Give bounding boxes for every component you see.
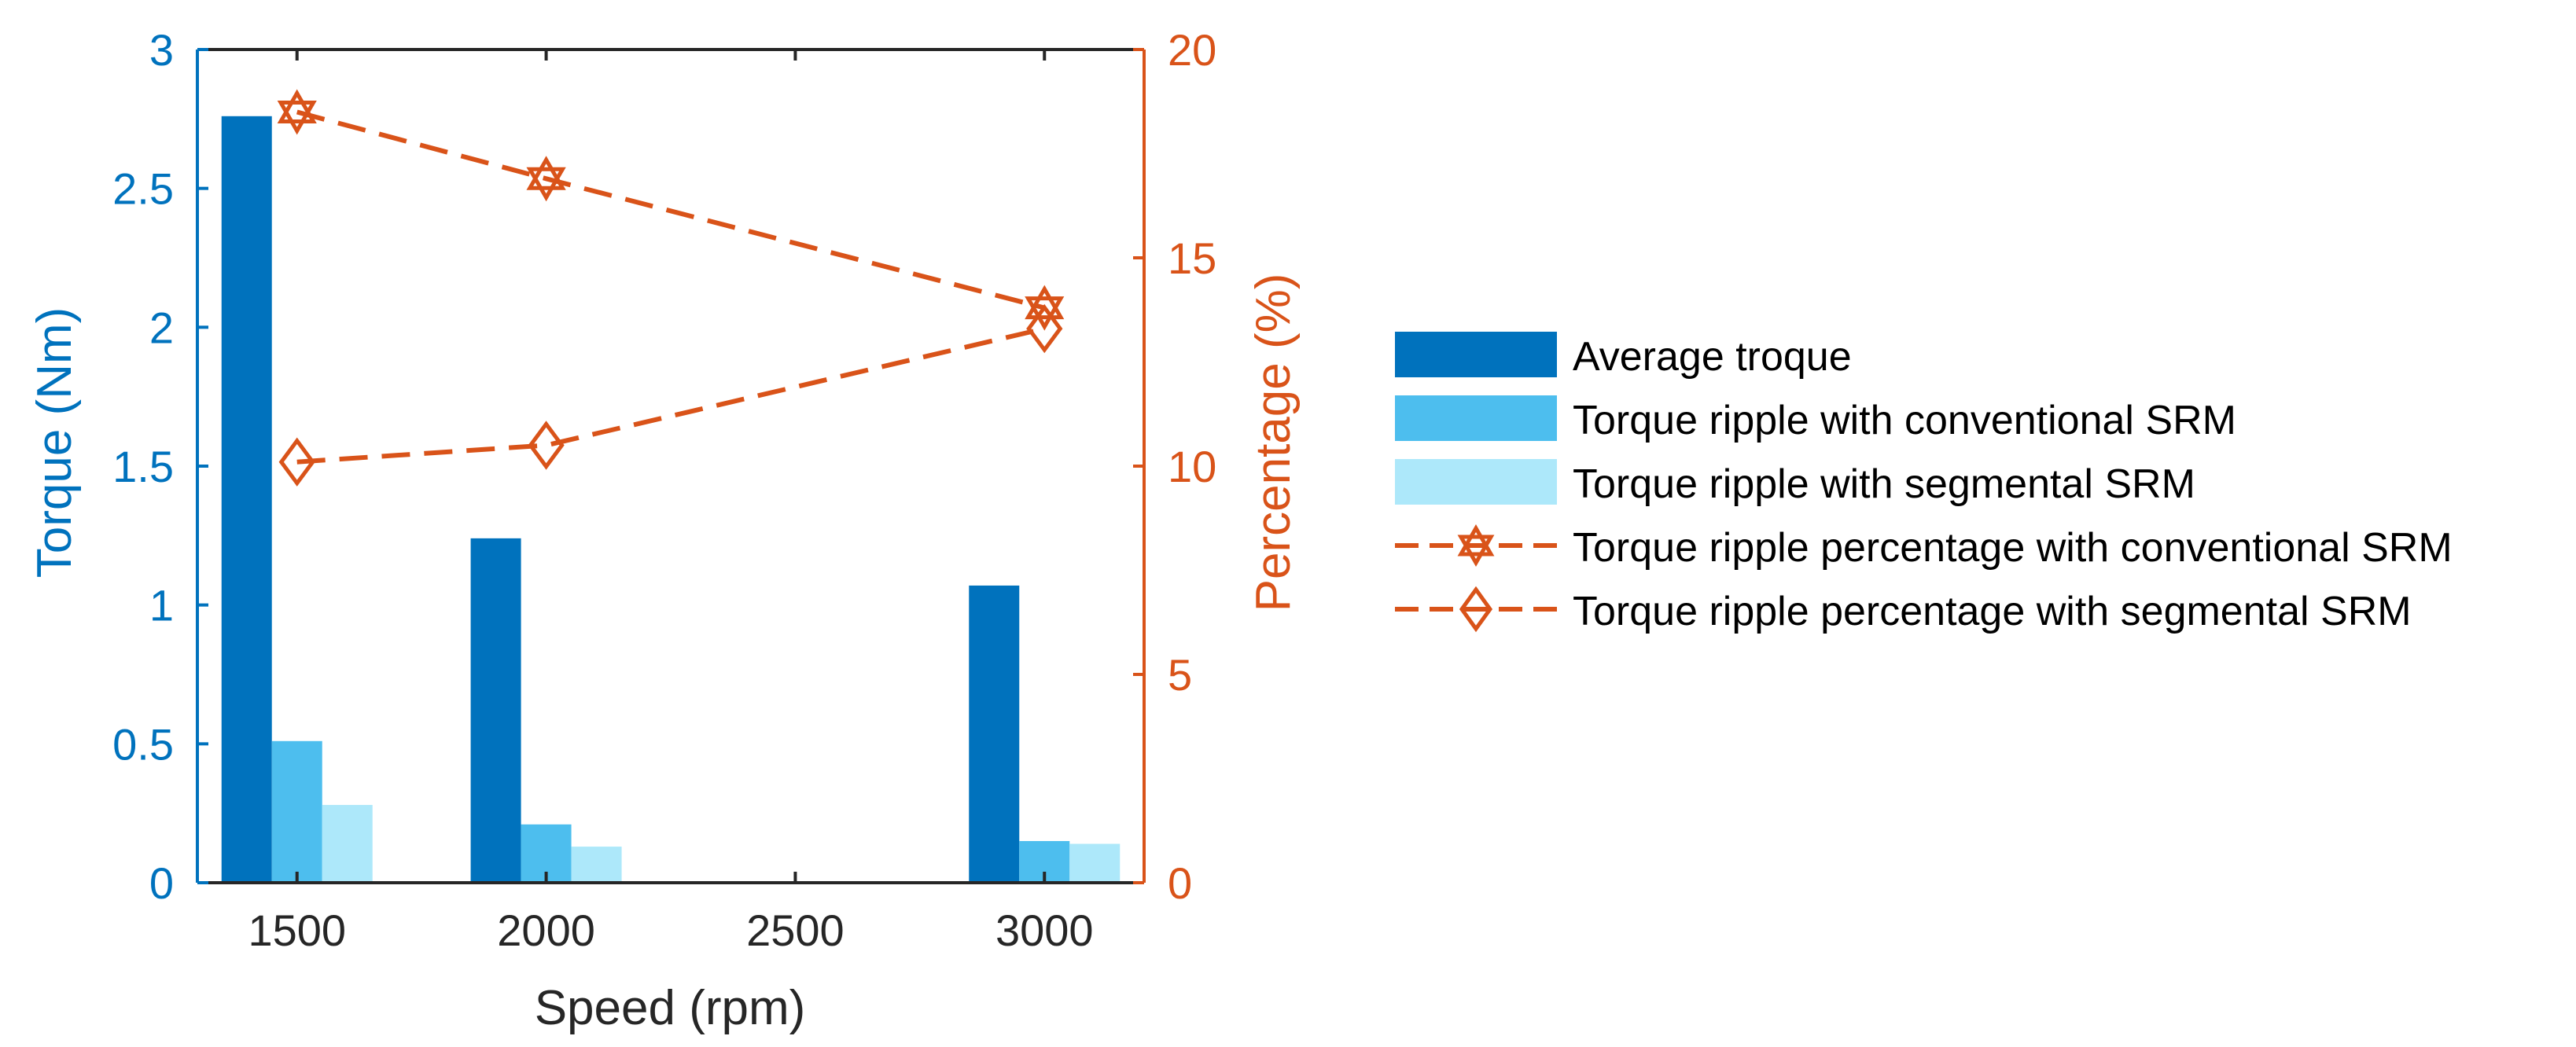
bar xyxy=(221,116,272,884)
legend-swatch xyxy=(1395,459,1557,505)
legend-item: Torque ripple with segmental SRM xyxy=(1395,459,2195,507)
bar xyxy=(571,847,622,883)
legend-swatch xyxy=(1395,395,1557,441)
hexagram-marker xyxy=(277,89,317,135)
diamond-marker xyxy=(528,421,565,470)
legend-label: Torque ripple percentage with segmental … xyxy=(1573,589,2412,634)
bar xyxy=(969,585,1020,883)
line-group xyxy=(277,89,1065,487)
y-left-tick-label: 2 xyxy=(149,303,174,352)
legend-label: Torque ripple with conventional SRM xyxy=(1573,398,2236,443)
y-left-tick-label: 1.5 xyxy=(112,442,174,491)
legend: Average troque Torque ripple with convent… xyxy=(1395,332,2453,634)
marker-triangle-down xyxy=(526,167,566,202)
bar xyxy=(470,538,521,883)
y-axis-left-label: Torque (Nm) xyxy=(28,307,82,579)
diamond-marker xyxy=(1026,303,1063,354)
y-left-tick-label: 0.5 xyxy=(112,719,174,769)
y-left-tick-label: 2.5 xyxy=(112,164,174,214)
y-right-tick-label: 20 xyxy=(1168,25,1216,75)
legend-label: Torque ripple with segmental SRM xyxy=(1573,461,2195,507)
x-tick-label: 3000 xyxy=(995,906,1094,955)
bar xyxy=(322,805,373,883)
marker-triangle-down xyxy=(277,101,317,135)
marker-triangle-up xyxy=(277,89,317,123)
legend-label: Average troque xyxy=(1573,334,1852,380)
y-left-tick-label: 0 xyxy=(149,858,174,908)
y-left-tick-label: 3 xyxy=(149,25,174,75)
hexagram-marker xyxy=(1025,285,1065,331)
y-right-tick-label: 0 xyxy=(1168,858,1192,908)
legend-swatch xyxy=(1395,332,1557,377)
x-tick-label: 1500 xyxy=(248,906,346,955)
marker-triangle-up xyxy=(1457,524,1495,557)
hexagram-marker xyxy=(1457,524,1495,567)
series-line xyxy=(296,109,1046,310)
y-right-tick-label: 15 xyxy=(1168,233,1216,283)
legend-item: Torque ripple with conventional SRM xyxy=(1395,395,2236,443)
legend-label: Torque ripple percentage with convention… xyxy=(1573,525,2453,571)
hexagram-marker xyxy=(526,156,566,202)
legend-item: Torque ripple percentage with convention… xyxy=(1395,524,2453,571)
y-right-tick-label: 10 xyxy=(1168,442,1216,491)
legend-item: Torque ripple percentage with segmental … xyxy=(1395,586,2412,634)
legend-item: Average troque xyxy=(1395,332,1852,380)
diamond-marker xyxy=(278,437,315,487)
y-right-tick-label: 5 xyxy=(1168,650,1192,700)
y-left-tick-label: 1 xyxy=(149,581,174,630)
bar xyxy=(271,740,322,883)
diamond-marker xyxy=(1459,586,1493,633)
marker-triangle-up xyxy=(526,156,566,190)
bar-group xyxy=(221,116,1121,884)
marker-triangle-up xyxy=(1025,285,1065,320)
marker-triangle-down xyxy=(1457,535,1495,567)
bar xyxy=(1069,843,1121,883)
y-axis-right-label: Percentage (%) xyxy=(1246,274,1301,612)
x-tick-label: 2000 xyxy=(497,906,595,955)
x-axis-label: Speed (rpm) xyxy=(535,981,806,1035)
x-tick-label: 2500 xyxy=(746,906,845,955)
axes: 0 0.5 1 1.5 2 2.5 3 0 5 10 15 20 1500 2000 2500 3000 xyxy=(112,25,1216,955)
marker-triangle-down xyxy=(1025,296,1065,331)
